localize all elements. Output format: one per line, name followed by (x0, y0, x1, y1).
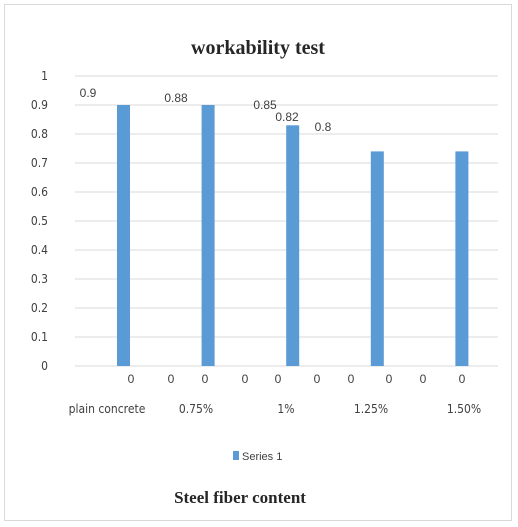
zero-label: 0 (420, 372, 427, 386)
data-label: 0.8 (315, 120, 332, 134)
bar-1 (117, 105, 130, 366)
data-label: 0.9 (80, 86, 97, 100)
x-tick-label: 1.25% (354, 402, 388, 416)
bar-2 (201, 105, 215, 366)
x-axis-title: Steel fiber content (174, 488, 306, 507)
y-tick-label: 0.2 (31, 301, 48, 315)
legend-series-label: Series 1 (242, 451, 282, 463)
y-tick-label: 0.1 (31, 330, 48, 344)
zero-label: 0 (314, 372, 321, 386)
data-label: 0.88 (164, 91, 188, 105)
y-tick-label: 0.4 (31, 243, 48, 257)
zero-label: 0 (168, 372, 175, 386)
y-tick-label: 0.7 (31, 156, 48, 170)
chart-frame (4, 4, 512, 521)
data-label: 0.85 (253, 98, 277, 112)
bars (117, 105, 469, 366)
zero-label: 0 (459, 372, 466, 386)
y-tick-label: 0.5 (31, 214, 48, 228)
x-tick-label: 1% (277, 402, 294, 416)
legend: Series 1 (233, 451, 282, 463)
bar-3 (286, 125, 300, 366)
y-axis-ticks: 0 0.1 0.2 0.3 0.4 0.5 0.6 0.7 0.8 0.9 1 (31, 69, 48, 373)
zero-label: 0 (202, 372, 209, 386)
data-labels: 0.9 0.88 0.850.82 0.8 0 0 0 0 0 0 0 0 0 0 (80, 86, 466, 386)
zero-label: 0 (348, 372, 355, 386)
y-tick-label: 1 (41, 69, 48, 83)
y-tick-label: 0.6 (31, 185, 48, 199)
x-tick-label: 1.50% (447, 402, 481, 416)
legend-swatch (233, 451, 239, 460)
bar-4 (370, 151, 384, 366)
bar-5 (455, 151, 469, 366)
x-tick-label: 0.75% (179, 402, 213, 416)
chart-title: workability test (191, 37, 325, 59)
zero-label: 0 (242, 372, 249, 386)
data-label: 0.82 (275, 110, 299, 124)
zero-label: 0 (128, 372, 135, 386)
zero-label: 0 (275, 372, 282, 386)
zero-label: 0 (386, 372, 393, 386)
x-axis-ticks: plain concrete 0.75% 1% 1.25% 1.50% (69, 402, 482, 416)
y-tick-label: 0.8 (31, 127, 48, 141)
y-tick-label: 0 (41, 359, 48, 373)
y-tick-label: 0.9 (31, 98, 48, 112)
x-tick-label: plain concrete (69, 402, 146, 416)
y-tick-label: 0.3 (31, 272, 48, 286)
